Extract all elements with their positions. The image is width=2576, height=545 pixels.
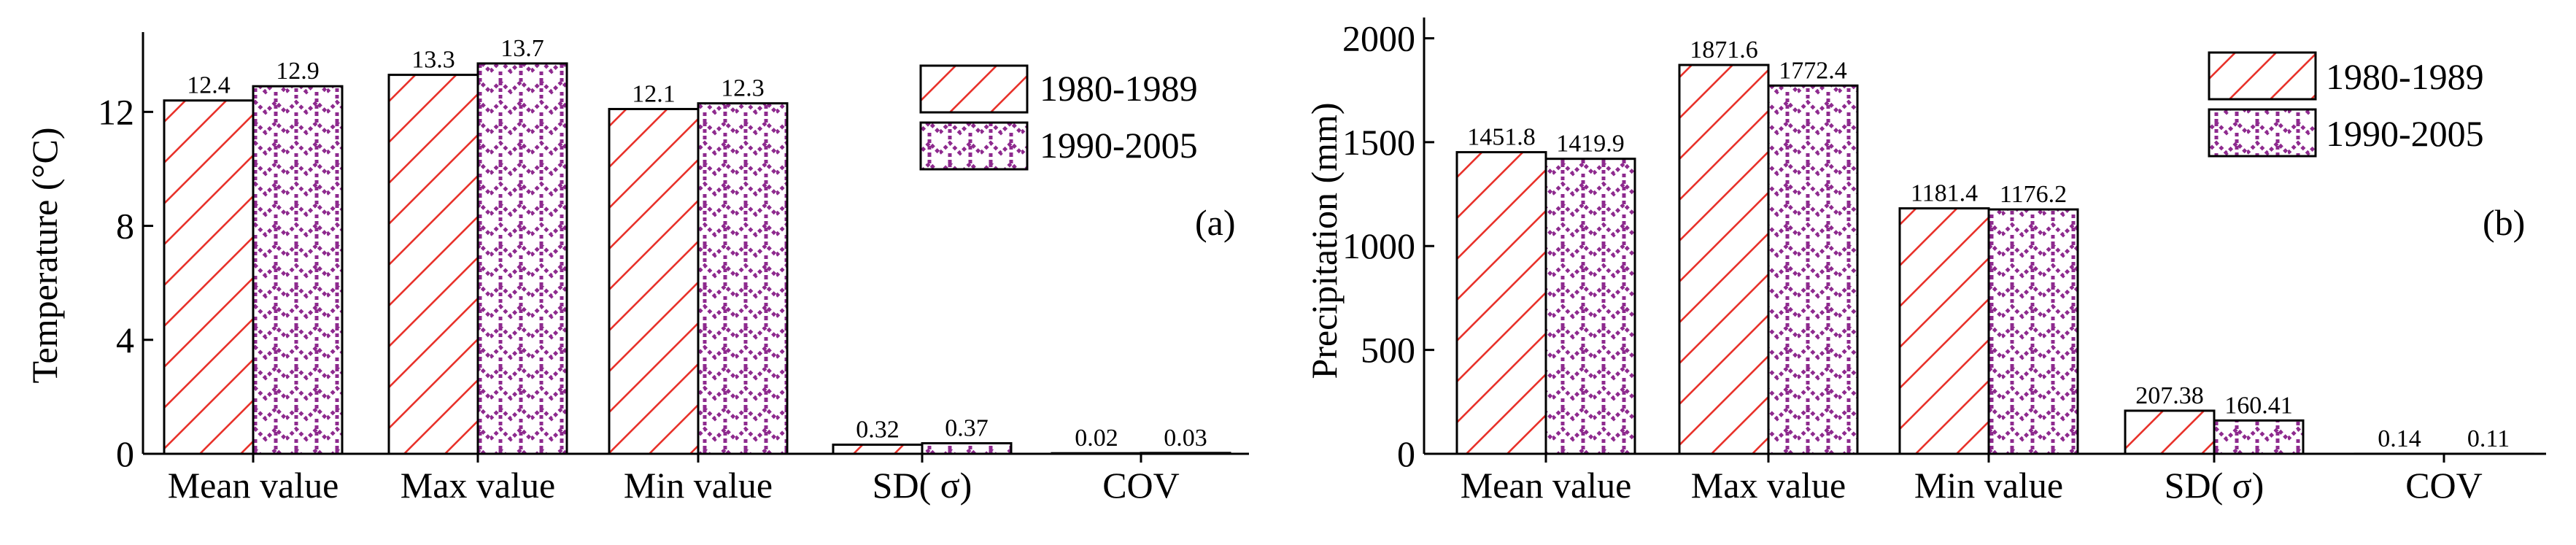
bar-value-label: 1772.4 (1779, 57, 1847, 84)
legend-label-1980-1989: 1980-1989 (2326, 56, 2484, 97)
legend-swatch-1980-1989 (919, 64, 1029, 114)
bar (832, 444, 924, 455)
legend-swatch-1990-2005 (919, 121, 1029, 171)
panel-label: (a) (1195, 202, 1236, 243)
x-tick-label: Min value (624, 465, 773, 506)
bar (1140, 452, 1231, 455)
bar (1767, 84, 1859, 455)
bar (252, 85, 344, 455)
bar-value-label: 1451.8 (1467, 124, 1536, 151)
x-tick-label: Max value (401, 465, 555, 506)
legend-label-1990-2005: 1990-2005 (1040, 125, 1198, 166)
bar (608, 107, 700, 455)
y-tick-label: 0 (116, 433, 134, 474)
y-tick-label: 500 (1361, 330, 1415, 371)
y-tick-label: 1500 (1342, 122, 1415, 163)
bar (1544, 158, 1636, 455)
bar-value-label: 1176.2 (2000, 181, 2067, 208)
bar-value-label: 207.38 (2135, 382, 2204, 409)
x-tick-label: Mean value (168, 465, 339, 506)
temperature-chart: Temperature (°C) (a) 1980-1989 1990-2005… (24, 32, 1249, 506)
panel-label: (b) (2483, 202, 2525, 243)
bar-value-label: 1871.6 (1690, 36, 1758, 63)
legend-swatch-1980-1989 (2208, 51, 2317, 101)
bar-value-label: 13.3 (411, 47, 455, 74)
y-axis-label: Precipitation (mm) (1304, 102, 1345, 379)
x-tick-label: SD( σ) (873, 465, 972, 506)
legend-item-1990-2005: 1990-2005 (919, 121, 1198, 171)
bar (2213, 419, 2305, 455)
bar-value-label: 13.7 (500, 35, 544, 62)
legend: 1980-1989 1990-2005 (919, 64, 1198, 171)
bar (163, 99, 255, 455)
bar (1455, 151, 1547, 455)
x-tick-label: COV (1102, 465, 1180, 506)
bar-value-label: 12.9 (276, 58, 320, 85)
bar-value-label: 12.1 (632, 80, 676, 107)
x-tick-label: Min value (1914, 465, 2063, 506)
bar-value-label: 1419.9 (1556, 131, 1625, 158)
bar-value-label: 0.02 (1075, 425, 1118, 452)
bar (1051, 452, 1142, 455)
bar-value-label: 0.37 (945, 415, 989, 442)
bar (476, 62, 568, 455)
y-tick-label: 8 (116, 206, 134, 247)
bar-value-label: 0.11 (2467, 425, 2510, 452)
bar-value-label: 12.3 (721, 75, 765, 102)
legend-label-1990-2005: 1990-2005 (2326, 113, 2484, 154)
legend-label-1980-1989: 1980-1989 (1040, 68, 1198, 109)
bar-value-label: 12.4 (187, 72, 231, 99)
bar-value-label: 160.41 (2224, 392, 2293, 419)
y-axis-label: Temperature (°C) (24, 127, 65, 383)
x-tick-label: SD( σ) (2165, 465, 2264, 506)
legend-item-1980-1989: 1980-1989 (2208, 51, 2484, 101)
bar (1678, 63, 1770, 455)
y-tick-label: 0 (1397, 433, 1415, 474)
precipitation-chart: Precipitation (mm) (b) 1980-1989 1990-20… (1304, 18, 2546, 506)
bar-value-label: 0.14 (2378, 425, 2421, 452)
x-tick-label: Mean value (1461, 465, 1632, 506)
bar (1898, 207, 1990, 455)
legend-swatch-1990-2005 (2208, 108, 2317, 158)
bar (1987, 208, 2079, 455)
x-tick-label: Max value (1691, 465, 1846, 506)
x-tick-label: COV (2405, 465, 2483, 506)
bar-value-label: 0.03 (1164, 425, 1207, 452)
bar (387, 74, 479, 455)
bar-value-label: 1181.4 (1911, 180, 1978, 207)
y-tick-label: 12 (98, 91, 134, 132)
y-tick-label: 1000 (1342, 225, 1415, 266)
bar (921, 442, 1013, 455)
legend-item-1990-2005: 1990-2005 (2208, 108, 2484, 158)
bar (697, 102, 789, 455)
y-tick-label: 4 (116, 320, 134, 360)
bar-value-label: 0.32 (856, 417, 900, 444)
y-tick-label: 2000 (1342, 18, 1415, 58)
bar (2124, 409, 2216, 455)
legend: 1980-1989 1990-2005 (2208, 51, 2484, 158)
legend-item-1980-1989: 1980-1989 (919, 64, 1198, 114)
